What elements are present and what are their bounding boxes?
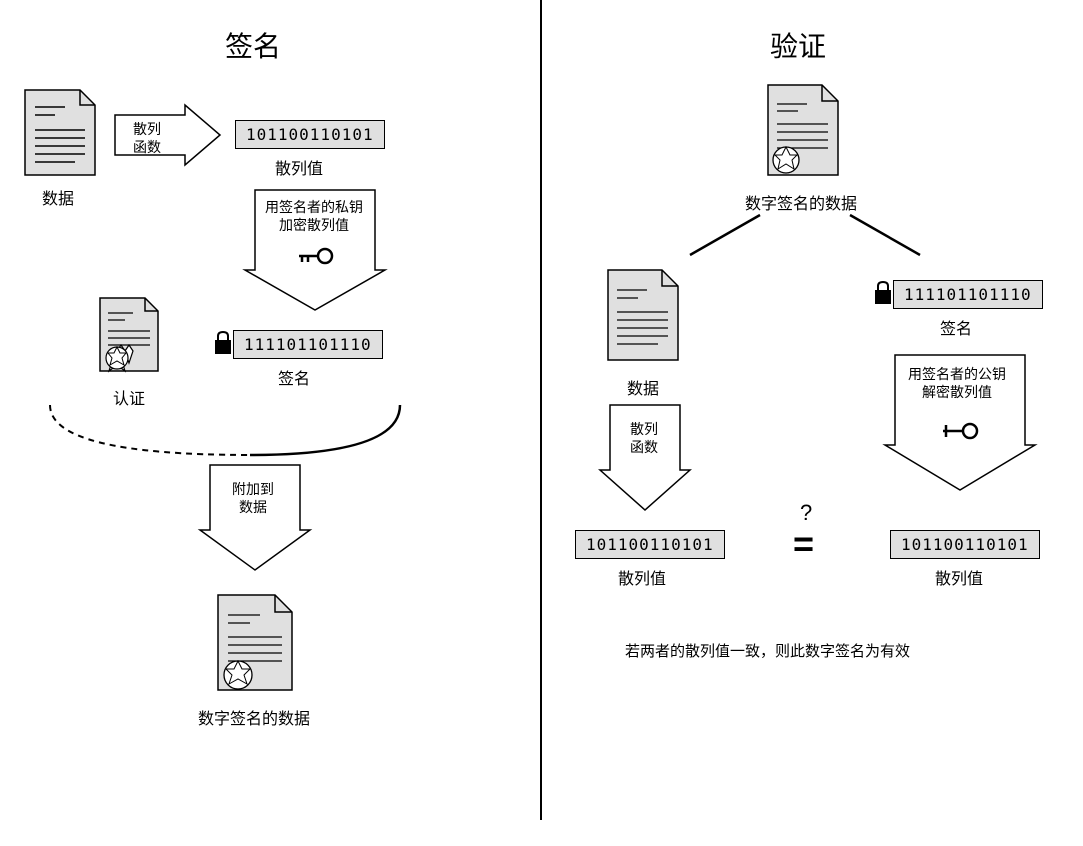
hash-result-left: 101100110101 <box>575 530 725 559</box>
document-icon <box>20 85 100 180</box>
hash-arrow-down-r <box>595 400 695 515</box>
lock-icon <box>212 330 234 356</box>
hash-arrow-right <box>110 100 225 170</box>
document-icon-r <box>600 265 685 370</box>
signed-data-label: 数字签名的数据 <box>198 705 310 729</box>
private-key-icon <box>296 245 334 267</box>
hash-func-label-r: 散列 函数 <box>630 420 658 456</box>
hash-result-left-label: 散列值 <box>618 565 666 589</box>
equals-sign: = <box>793 523 814 565</box>
attach-label: 附加到 数据 <box>232 480 274 516</box>
lock-icon-r <box>872 280 894 306</box>
signature-label: 签名 <box>278 365 310 389</box>
hash-value-label: 散列值 <box>275 155 323 179</box>
signature-box-r: 111101101110 <box>893 280 1043 309</box>
left-title: 签名 <box>225 25 281 65</box>
hash-result-right-label: 散列值 <box>935 565 983 589</box>
hash-value-box: 101100110101 <box>235 120 385 149</box>
encrypt-label: 用签名者的私钥 加密散列值 <box>265 198 363 234</box>
signature-box: 111101101110 <box>233 330 383 359</box>
conclusion-text: 若两者的散列值一致，则此数字签名为有效 <box>625 640 910 661</box>
certificate-icon <box>95 293 165 383</box>
split-line-left <box>685 210 765 260</box>
decrypt-label: 用签名者的公钥 解密散列值 <box>908 365 1006 401</box>
right-title: 验证 <box>770 25 826 65</box>
signature-label-r: 签名 <box>940 315 972 339</box>
attach-arrow-down <box>195 460 315 575</box>
hash-result-right: 101100110101 <box>890 530 1040 559</box>
data-label: 数据 <box>42 185 74 209</box>
split-line-right <box>845 210 925 260</box>
vertical-divider <box>540 0 542 820</box>
public-key-icon <box>940 420 980 442</box>
signed-document-icon <box>210 590 300 700</box>
hash-func-label: 散列 函数 <box>133 120 161 156</box>
signed-document-icon-r <box>760 80 845 185</box>
data-label-r: 数据 <box>627 375 659 399</box>
